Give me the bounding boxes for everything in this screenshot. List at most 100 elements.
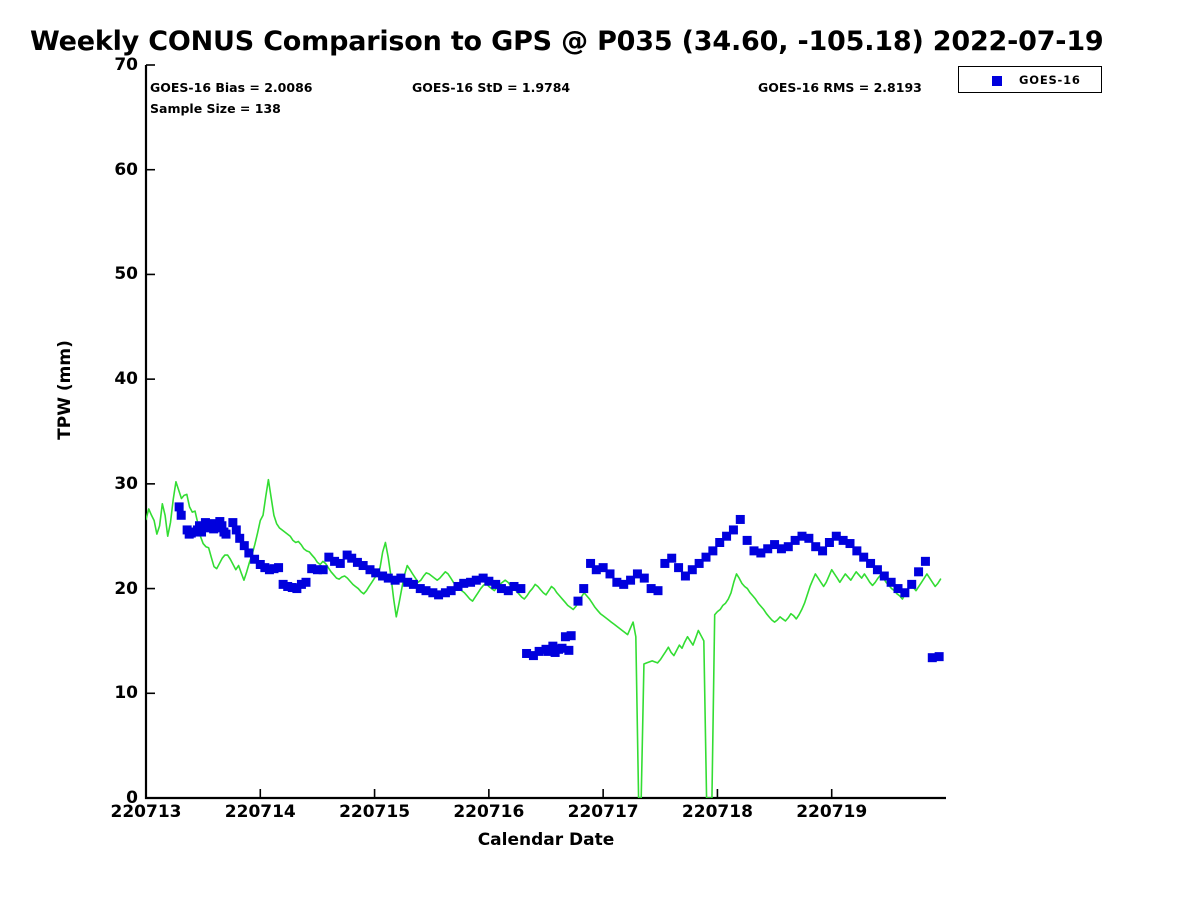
chart-title: Weekly CONUS Comparison to GPS @ P035 (3… [30,26,1104,57]
y-tick-label: 0 [126,788,138,808]
series-marker-goes16 [296,579,306,589]
series-marker-goes16 [598,563,608,573]
series-marker-goes16 [900,588,910,598]
series-marker-goes16 [217,521,227,531]
series-marker-goes16 [318,565,328,575]
series-marker-goes16 [550,647,560,657]
series-marker-goes16 [278,579,288,589]
series-marker-goes16 [560,632,570,642]
series-marker-goes16 [408,579,418,589]
series-marker-goes16 [255,559,265,569]
series-marker-goes16 [708,546,718,556]
series-line-gps [146,478,942,798]
series-marker-goes16 [287,583,297,593]
series-marker-goes16 [548,641,558,651]
series-marker-goes16 [694,558,704,568]
series-marker-goes16 [626,575,636,585]
series-marker-goes16 [228,518,238,528]
series-marker-goes16 [619,579,629,589]
series-marker-goes16 [578,0,587,9]
series-marker-goes16 [466,577,476,587]
series-marker-goes16 [811,542,821,552]
series-marker-goes16 [459,578,469,588]
series-marker-goes16 [250,554,260,564]
series-marker-goes16 [680,571,690,581]
series-marker-goes16 [756,548,766,558]
series-marker-goes16 [818,546,828,556]
series-marker-goes16 [920,556,930,566]
series-marker-goes16 [667,553,677,563]
series-marker-goes16 [390,575,400,585]
series-marker-goes16 [260,563,270,573]
y-tick-label: 70 [114,55,138,75]
series-marker-goes16 [566,631,576,641]
series-marker-goes16 [365,565,375,575]
series-marker-goes16 [564,645,574,655]
series-marker-goes16 [503,586,513,596]
series-marker-goes16 [632,569,642,579]
y-tick-label: 40 [114,369,138,390]
legend-label-goes16: GOES-16 [1019,73,1081,87]
series-marker-goes16 [528,651,538,661]
x-tick-label: 220713 [110,802,182,822]
series-marker-goes16 [886,577,896,587]
series-marker-goes16 [292,584,302,594]
series-marker-goes16 [687,565,697,575]
series-marker-goes16 [324,552,334,562]
y-tick-label: 30 [114,473,138,494]
series-marker-goes16 [434,590,444,600]
series-marker-goes16 [879,571,889,581]
series-marker-goes16 [269,564,279,574]
series-marker-goes16 [453,581,463,591]
series-marker-goes16 [605,569,615,579]
series-marker-goes16 [838,535,848,545]
series-marker-goes16 [239,541,249,551]
series-marker-goes16 [194,521,204,531]
series-marker-goes16 [274,563,284,573]
series-marker-goes16 [934,652,944,662]
series-marker-goes16 [852,546,862,556]
series-marker-goes16 [484,576,494,586]
series-group [146,0,944,798]
series-marker-goes16 [824,538,834,547]
legend-swatch-goes16 [992,76,1002,86]
series-marker-goes16 [421,586,431,596]
series-marker-goes16 [358,561,368,571]
series-marker-goes16 [722,531,732,541]
series-marker-goes16 [804,533,814,543]
series-marker-goes16 [872,565,882,575]
series-marker-goes16 [845,539,855,549]
series-marker-goes16 [776,544,786,554]
series-marker-goes16 [174,502,184,512]
series-marker-goes16 [914,567,924,577]
series-marker-goes16 [231,525,241,535]
series-marker-goes16 [378,571,388,581]
series-marker-goes16 [866,558,876,568]
series-marker-goes16 [728,525,738,535]
series-marker-goes16 [557,643,567,653]
series-marker-goes16 [653,586,663,596]
series-marker-goes16 [646,584,656,594]
series-marker-goes16 [586,558,596,568]
series-marker-goes16 [396,573,406,583]
series-marker-goes16 [342,550,352,560]
series-marker-goes16 [573,596,583,606]
series-marker-goes16 [415,584,425,594]
series-marker-goes16 [522,648,532,658]
series-marker-goes16 [516,584,526,594]
series-marker-goes16 [176,510,186,520]
series-marker-goes16 [383,573,393,583]
series-marker-goes16 [440,588,450,598]
x-tick-label: 220719 [796,802,868,822]
series-marker-goes16 [742,535,752,545]
series-marker-goes16 [403,577,413,587]
series-marker-goes16 [639,573,649,583]
x-tick-label: 220717 [567,802,639,822]
stat-rms: GOES-16 RMS = 2.8193 [758,80,922,95]
stat-sample-size: Sample Size = 138 [150,101,281,116]
series-marker-goes16 [496,584,506,594]
series-marker-goes16 [543,646,553,656]
series-marker-goes16 [307,564,317,574]
series-marker-goes16 [283,581,293,591]
